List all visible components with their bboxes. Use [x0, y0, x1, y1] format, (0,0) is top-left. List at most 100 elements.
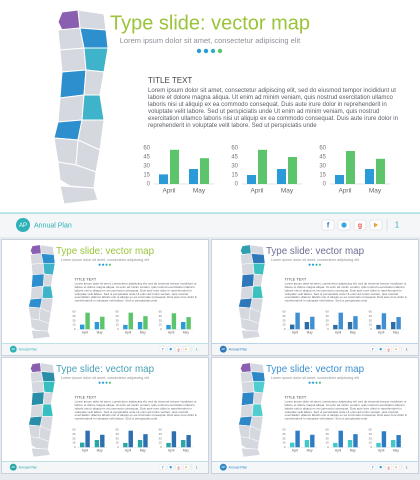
slide-title: Type slide: vector map [56, 364, 155, 375]
social-google: g [178, 347, 180, 351]
map-region [58, 10, 80, 30]
bar [333, 325, 337, 329]
x-tick-label: April [168, 449, 175, 453]
map-region [240, 286, 253, 299]
y-tick-label: 30 [325, 436, 329, 440]
bar [339, 431, 343, 448]
map-region [241, 263, 254, 275]
map-region [252, 286, 263, 298]
bar [138, 440, 142, 447]
x-tick-label: April [335, 331, 342, 335]
title-dot [99, 382, 101, 384]
title-dot [312, 264, 314, 266]
bar [159, 174, 168, 184]
bar [172, 431, 176, 447]
y-tick-label: 60 [325, 310, 329, 314]
y-tick-label: 15 [72, 323, 76, 327]
x-tick-label: May [281, 188, 294, 195]
title-dot [315, 382, 317, 384]
slide-subtitle: Lorem ipsum dolor sit amet, consectetur … [120, 36, 301, 45]
slide-subtitle: Lorem ipsum dolor sit amet, consectetur … [271, 376, 359, 380]
map-region [41, 372, 55, 382]
bar [80, 325, 84, 330]
body-text-box: Lorem ipsum dolor sit amet, consectetur … [285, 282, 410, 309]
y-tick-label: 45 [72, 432, 76, 436]
map-region [30, 404, 43, 417]
bar [295, 431, 299, 448]
title-dot [109, 382, 111, 384]
bar [85, 431, 89, 448]
y-tick-label: 15 [325, 441, 329, 445]
bar [200, 158, 209, 184]
logo-text: AP [221, 347, 225, 351]
brand: Annual Plan [229, 347, 248, 351]
social-twitter [379, 348, 382, 351]
y-tick-label: 60 [72, 428, 76, 432]
y-tick-label: 30 [369, 318, 373, 322]
social-google: g [358, 222, 362, 229]
bar [138, 322, 142, 329]
map-region [241, 392, 254, 406]
map-region [43, 381, 55, 393]
x-tick-label: April [338, 188, 352, 195]
map-region [58, 28, 84, 50]
title-dot [99, 264, 101, 266]
map-region [240, 372, 253, 383]
map-region [30, 254, 43, 265]
map-region [31, 274, 44, 288]
x-tick-label: April [82, 449, 89, 453]
map-region [31, 392, 44, 406]
title-dot [312, 382, 314, 384]
logo-text: AP [11, 347, 15, 351]
y-tick-label: 45 [159, 432, 163, 436]
map-region [42, 286, 53, 298]
x-tick-label: May [350, 331, 356, 335]
y-tick-label: 30 [159, 436, 163, 440]
x-tick-label: May [140, 449, 146, 453]
y-tick-label: 30 [319, 164, 326, 170]
bar [335, 175, 344, 184]
brand: Annual Plan [34, 222, 72, 229]
y-tick-label: 30 [115, 318, 119, 322]
y-tick-label: 45 [282, 432, 286, 436]
map-region [31, 263, 44, 275]
bar [310, 435, 314, 448]
map-region [238, 298, 252, 308]
y-tick-label: 45 [319, 155, 326, 161]
body-text-box: Lorem ipsum dolor sit amet, consectetur … [75, 282, 200, 309]
bar [100, 317, 104, 330]
social-google: g [388, 465, 390, 469]
social-google: g [178, 465, 180, 469]
y-tick-label: 45 [325, 314, 329, 318]
y-tick-label: 45 [143, 155, 150, 161]
title-dot [102, 382, 104, 384]
body-text: Lorem ipsum dolor sit amet, consectetur … [285, 282, 410, 303]
social-twitter [341, 222, 346, 227]
bar [95, 322, 99, 329]
bar [80, 443, 84, 448]
title-dot [319, 382, 321, 384]
page-number: 1 [406, 464, 408, 469]
y-tick-label: 45 [369, 432, 373, 436]
map-region [253, 381, 265, 393]
bar [382, 313, 386, 329]
bar [277, 169, 286, 184]
social-google: g [388, 347, 390, 351]
map-region [58, 95, 84, 122]
x-tick-label: May [307, 331, 313, 335]
bar [181, 322, 185, 329]
bar [288, 157, 297, 184]
title-dot [309, 264, 311, 266]
bar [382, 431, 386, 447]
map-region [30, 245, 41, 255]
y-tick-label: 30 [159, 318, 163, 322]
map-region [251, 372, 265, 382]
x-tick-label: May [97, 331, 103, 335]
y-tick-label: 30 [282, 318, 286, 322]
y-tick-label: 30 [143, 164, 150, 170]
bar [290, 325, 294, 330]
